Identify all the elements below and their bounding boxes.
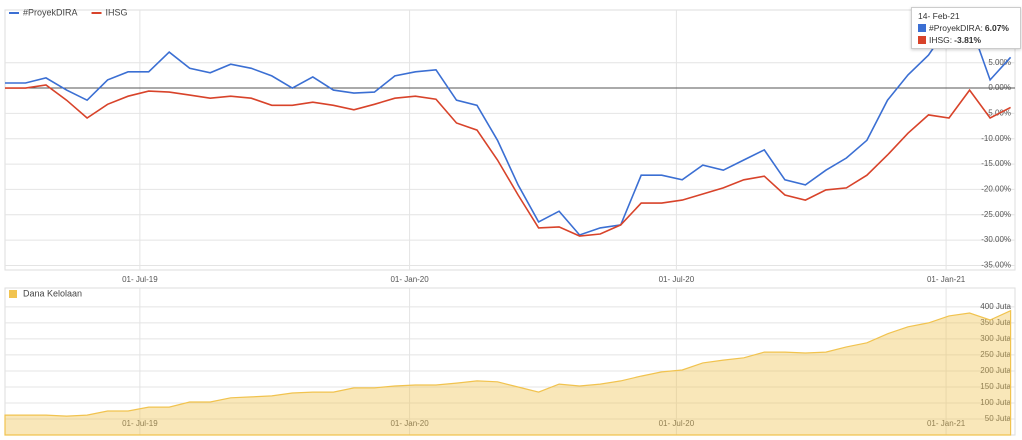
y-tick-label: -35.00% bbox=[981, 261, 1011, 270]
y-tick-label: 200 Juta bbox=[980, 366, 1011, 375]
y-tick-label: 0.00% bbox=[988, 83, 1011, 92]
x-tick-label: 01- Jul-19 bbox=[122, 275, 158, 284]
y-tick-label: -25.00% bbox=[981, 210, 1011, 219]
x-tick-label: 01- Jul-20 bbox=[659, 419, 695, 428]
y-tick-label: 350 Juta bbox=[980, 318, 1011, 327]
tooltip-swatch bbox=[918, 24, 926, 32]
legend-label: IHSG bbox=[106, 7, 128, 17]
y-tick-label: 5.00% bbox=[988, 58, 1011, 67]
y-tick-label: 150 Juta bbox=[980, 382, 1011, 391]
y-tick-label: 250 Juta bbox=[980, 350, 1011, 359]
tooltip-title: 14- Feb-21 bbox=[918, 11, 960, 21]
y-tick-label: -30.00% bbox=[981, 235, 1011, 244]
y-tick-label: -15.00% bbox=[981, 159, 1011, 168]
tooltip: 14- Feb-21 #ProyekDIRA6.07% IHSG-3.81% bbox=[911, 7, 1021, 49]
y-tick-label: -10.00% bbox=[981, 134, 1011, 143]
tooltip-swatch bbox=[918, 36, 926, 44]
tooltip-name: #ProyekDIRA bbox=[929, 23, 985, 33]
plot-frame bbox=[4, 9, 1016, 271]
y-tick-label: 50 Juta bbox=[985, 414, 1012, 423]
tooltip-row: IHSG-3.81% bbox=[918, 35, 1014, 45]
x-tick-label: 01- Jan-21 bbox=[927, 419, 966, 428]
tooltip-name: IHSG bbox=[929, 35, 954, 45]
tooltip-value: 6.07% bbox=[984, 23, 1009, 33]
line bbox=[5, 21, 1012, 236]
y-tick-label: 400 Juta bbox=[980, 302, 1011, 311]
x-tick-label: 01- Jan-21 bbox=[927, 275, 966, 284]
area bbox=[4, 309, 1012, 436]
y-tick-label: 300 Juta bbox=[980, 334, 1011, 343]
legend-label: #ProyekDIRA bbox=[23, 7, 78, 17]
tooltip-value: -3.81% bbox=[954, 35, 982, 45]
legend-label: Dana Kelolaan bbox=[23, 288, 82, 298]
tooltip-row: #ProyekDIRA6.07% bbox=[918, 23, 1014, 33]
line bbox=[5, 84, 1011, 237]
x-tick-label: 01- Jul-19 bbox=[122, 419, 158, 428]
x-tick-label: 01- Jan-20 bbox=[390, 419, 429, 428]
legend-swatch bbox=[9, 290, 17, 298]
y-tick-label: -20.00% bbox=[981, 185, 1011, 194]
x-tick-label: 01- Jul-20 bbox=[659, 275, 695, 284]
x-tick-label: 01- Jan-20 bbox=[390, 275, 429, 284]
y-tick-label: 100 Juta bbox=[980, 398, 1011, 407]
